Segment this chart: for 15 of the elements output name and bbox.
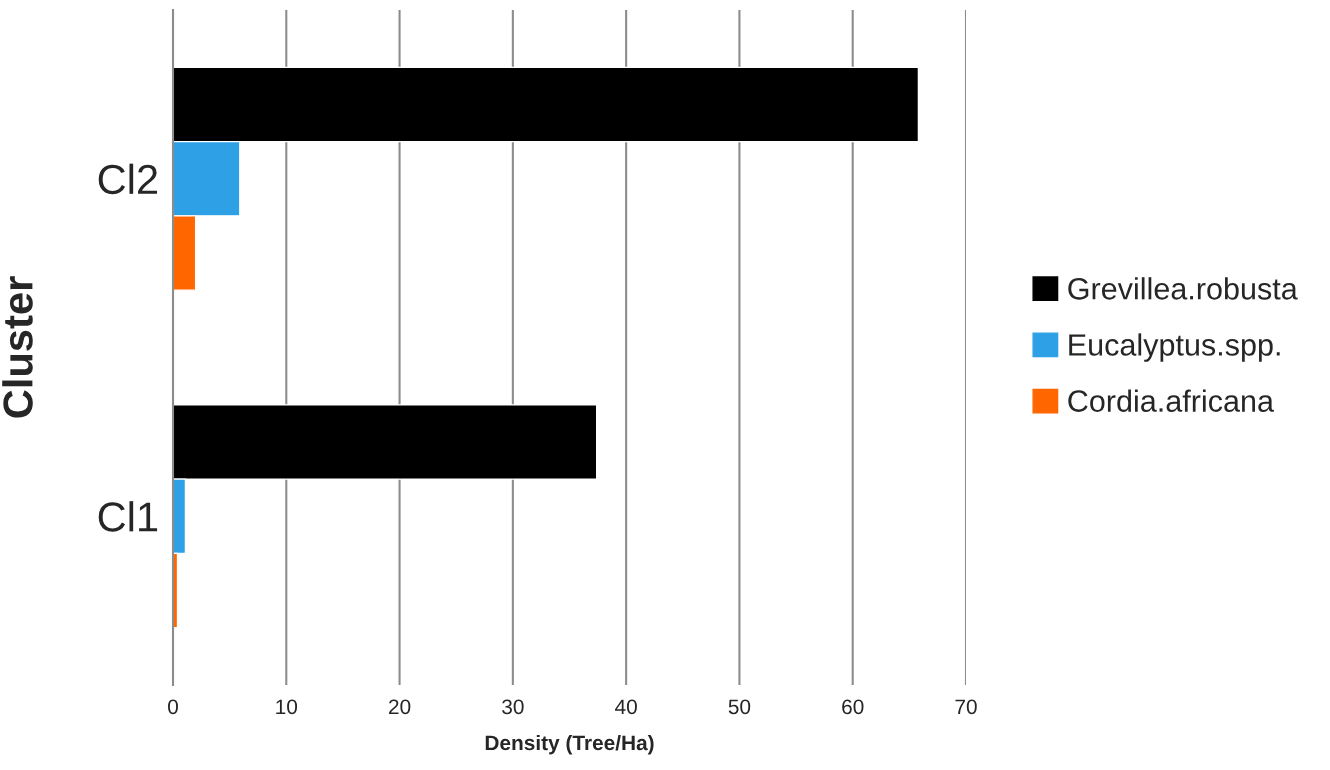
- x-axis-title: Density (Tree/Ha): [485, 734, 654, 755]
- legend-label: Cordia.africana: [1068, 389, 1274, 412]
- x-tick-label: 10: [276, 699, 298, 715]
- x-tick-label: 20: [389, 699, 411, 715]
- x-tick-label: 70: [955, 699, 977, 715]
- x-tick-label: 30: [502, 699, 524, 715]
- y-axis-title: Cluster: [2, 276, 33, 418]
- x-tick-label: 50: [728, 699, 751, 715]
- x-tick-label: 60: [842, 699, 864, 715]
- legend-label: Eucalyptus.spp.: [1069, 333, 1280, 362]
- x-tick-label: 0: [168, 699, 178, 715]
- legend-label: Grevillea.robusta: [1068, 277, 1298, 300]
- x-tick-label: 40: [615, 699, 637, 715]
- y-tick-label: Cl2: [98, 163, 158, 195]
- y-tick-label: Cl1: [98, 501, 158, 532]
